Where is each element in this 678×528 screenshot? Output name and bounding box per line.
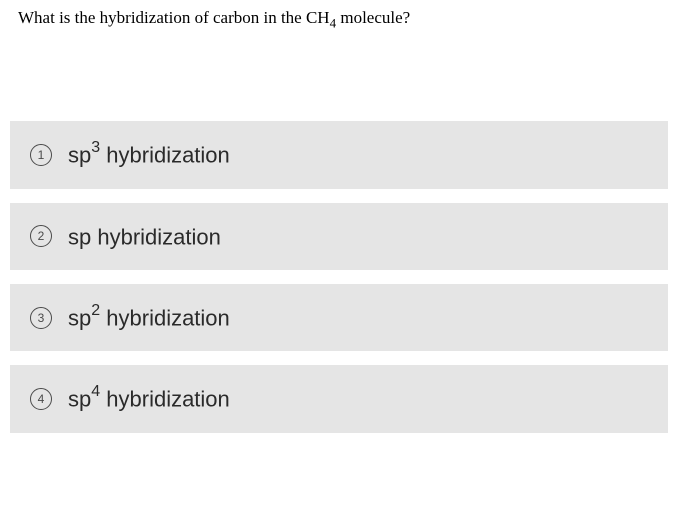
option-1[interactable]: 1 sp3 hybridization — [10, 121, 668, 188]
question-before: What is the hybridization of carbon in t… — [18, 8, 330, 27]
option-number-2: 2 — [30, 225, 52, 247]
option-4[interactable]: 4 sp4 hybridization — [10, 365, 668, 432]
option-number-4: 4 — [30, 388, 52, 410]
option-number-1: 1 — [30, 144, 52, 166]
option-number-3: 3 — [30, 307, 52, 329]
option-2[interactable]: 2 sp hybridization — [10, 203, 668, 270]
question-text: What is the hybridization of carbon in t… — [10, 8, 668, 31]
option-text-1: sp3 hybridization — [68, 141, 230, 168]
option-text-2: sp hybridization — [68, 223, 221, 250]
option-text-3: sp2 hybridization — [68, 304, 230, 331]
question-after: molecule? — [336, 8, 410, 27]
options-container: 1 sp3 hybridization 2 sp hybridization 3… — [10, 121, 668, 432]
option-text-4: sp4 hybridization — [68, 385, 230, 412]
option-3[interactable]: 3 sp2 hybridization — [10, 284, 668, 351]
